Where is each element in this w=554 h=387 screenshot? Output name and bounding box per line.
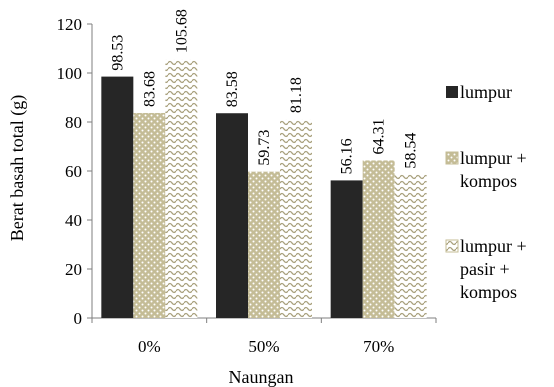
y-tick-label: 60 xyxy=(65,162,82,181)
bar xyxy=(362,160,395,318)
data-label: 98.53 xyxy=(109,35,126,71)
legend: lumpur lumpur + kompos lumpur + pasir + kompo… xyxy=(445,82,527,302)
y-tick-label: 0 xyxy=(74,309,83,328)
x-axis: 0% 50% 70% xyxy=(91,317,437,356)
y-tick-label: 20 xyxy=(65,260,82,279)
x-tick-label: 50% xyxy=(248,337,279,356)
legend-label: kompos xyxy=(460,282,517,302)
bar xyxy=(330,180,363,318)
legend-swatch xyxy=(445,239,459,253)
legend-swatch xyxy=(445,151,459,165)
bar xyxy=(101,76,134,318)
legend-label: lumpur + xyxy=(460,148,527,168)
bar xyxy=(280,119,312,318)
data-labels: 98.53 83.58 56.16 83.68 59.73 64.31 105.68 81.1… xyxy=(109,9,419,174)
legend-label: kompos xyxy=(460,171,517,191)
legend-label: lumpur xyxy=(460,82,512,102)
legend-swatch xyxy=(446,86,458,98)
x-tick-label: 0% xyxy=(138,337,161,356)
data-label: 81.18 xyxy=(288,77,305,113)
legend-label: pasir + xyxy=(460,259,510,279)
y-tick-label: 100 xyxy=(57,64,83,83)
bar xyxy=(165,59,198,319)
x-tick-label: 70% xyxy=(363,337,394,356)
bar xyxy=(133,112,166,318)
x-axis-title: Naungan xyxy=(229,367,294,387)
data-label: 83.68 xyxy=(141,71,158,107)
y-axis-title: Berat basah total (g) xyxy=(7,95,28,241)
bar xyxy=(248,171,280,318)
data-label: 83.58 xyxy=(224,71,241,107)
y-tick-label: 40 xyxy=(65,211,82,230)
bar xyxy=(394,174,427,318)
data-label: 58.54 xyxy=(403,133,420,169)
data-label: 56.16 xyxy=(339,138,356,174)
data-label: 105.68 xyxy=(173,9,190,53)
legend-label: lumpur + xyxy=(460,236,527,256)
y-axis: 0 20 40 60 80 100 120 xyxy=(57,15,93,328)
bars xyxy=(101,59,427,319)
data-label: 59.73 xyxy=(256,130,273,166)
data-label: 64.31 xyxy=(371,118,388,154)
y-tick-label: 80 xyxy=(65,113,82,132)
y-tick-label: 120 xyxy=(57,15,83,34)
bar xyxy=(216,113,248,318)
